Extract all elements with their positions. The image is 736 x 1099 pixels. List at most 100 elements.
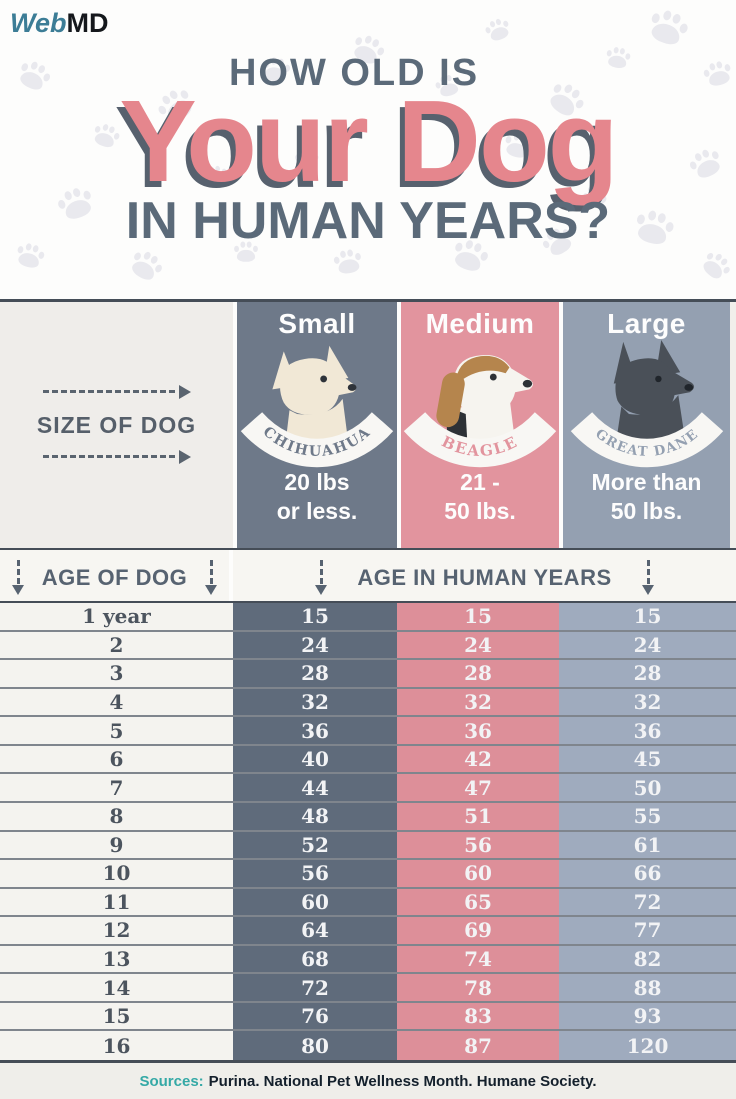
table-row: 2 24 24 24	[0, 631, 736, 661]
table-row: 9 52 56 61	[0, 831, 736, 861]
great-dane-illustration: GREAT DANE	[570, 340, 723, 468]
human-age-small-value: 28	[301, 661, 329, 686]
dog-age-cell: 12	[0, 917, 233, 944]
weight-line2: or less.	[276, 497, 358, 524]
dog-age-cell: 4	[0, 688, 233, 716]
human-age-small-cell: 64	[233, 917, 397, 944]
table-row: 1 year 15 15 15	[0, 603, 736, 632]
weight-line2: 50 lbs.	[444, 497, 516, 524]
dog-age-value: 5	[109, 718, 124, 743]
human-age-large-value: 50	[633, 775, 662, 800]
age-table-body: 1 year 15 15 15 2 24 24 24 3 28 28 28 4 …	[0, 603, 736, 1060]
human-age-large-value: 120	[626, 1033, 669, 1058]
human-age-small-value: 40	[301, 747, 329, 772]
sources-text: Purina. National Pet Wellness Month. Hum…	[208, 1072, 597, 1090]
human-age-medium-cell: 36	[397, 717, 559, 744]
human-age-small-cell: 28	[233, 660, 397, 687]
age-in-human-years-header: AGE IN HUMAN YEARS	[357, 564, 612, 590]
human-age-small-value: 60	[301, 889, 329, 914]
size-name-small: Small	[278, 308, 356, 339]
dog-age-value: 3	[109, 661, 124, 686]
human-age-small-value: 32	[301, 689, 329, 714]
size-name-large: Large	[607, 308, 686, 339]
human-age-medium-value: 56	[464, 832, 492, 857]
dashed-arrow-right-icon	[42, 384, 191, 400]
dog-age-value: 1 year	[82, 604, 151, 629]
human-age-medium-value: 51	[464, 804, 492, 829]
paw-print-decoration	[332, 247, 365, 277]
dog-age-cell: 5	[0, 717, 233, 744]
human-age-medium-cell: 15	[397, 603, 559, 630]
human-age-large-cell: 45	[559, 745, 736, 773]
human-age-small-value: 80	[301, 1033, 329, 1058]
dog-age-cell: 15	[0, 1002, 233, 1030]
dog-age-value: 10	[102, 861, 131, 886]
table-row: 8 48 51 55	[0, 802, 736, 832]
human-age-small-value: 56	[301, 861, 329, 886]
human-age-medium-cell: 51	[397, 802, 559, 830]
table-row: 10 56 60 66	[0, 860, 736, 889]
dog-age-value: 14	[102, 975, 131, 1000]
dog-age-value: 11	[102, 889, 131, 914]
table-row: 12 64 69 77	[0, 917, 736, 946]
table-header-band: AGE OF DOG AGE IN HUMAN YEARS	[0, 550, 736, 603]
title-kicker: HOW OLD IS	[228, 52, 480, 94]
human-age-medium-cell: 24	[397, 631, 559, 659]
human-age-large-value: 93	[633, 1004, 662, 1029]
dog-age-cell: 9	[0, 831, 233, 859]
human-age-large-cell: 61	[559, 831, 736, 859]
size-of-dog-band: SIZE OF DOG Small CHIHUAHUA	[0, 299, 736, 550]
dashed-arrow-down-icon	[641, 559, 654, 596]
size-column-medium: Medium BEAGLE 21 - 50 lbs.	[397, 302, 559, 548]
human-age-large-value: 88	[633, 975, 662, 1000]
dog-age-value: 8	[109, 804, 124, 829]
human-age-small-value: 36	[301, 718, 329, 743]
age-in-human-years-header-cell: AGE IN HUMAN YEARS	[233, 550, 736, 601]
human-age-large-cell: 32	[559, 688, 736, 716]
dog-age-value: 6	[109, 747, 124, 772]
human-age-large-cell: 93	[559, 1002, 736, 1030]
human-age-small-value: 44	[301, 775, 329, 800]
human-age-medium-value: 36	[464, 718, 492, 743]
webmd-logo-md: MD	[66, 8, 109, 38]
dashed-arrow-right-icon	[42, 449, 191, 465]
human-age-large-value: 77	[633, 918, 662, 943]
human-age-large-cell: 50	[559, 774, 736, 801]
human-age-medium-cell: 32	[397, 688, 559, 716]
human-age-large-cell: 55	[559, 802, 736, 830]
human-age-medium-cell: 78	[397, 974, 559, 1001]
human-age-large-value: 36	[633, 718, 662, 743]
dashed-arrow-down-icon	[12, 559, 24, 596]
human-age-large-value: 55	[633, 804, 662, 829]
webmd-logo-web: Web	[10, 8, 67, 38]
title-subtitle: IN HUMAN YEARS?	[125, 192, 611, 250]
human-age-large-value: 28	[633, 661, 662, 686]
human-age-small-value: 48	[301, 804, 329, 829]
dog-age-cell: 6	[0, 745, 233, 773]
human-age-medium-value: 42	[464, 747, 492, 772]
human-age-medium-value: 24	[464, 632, 492, 657]
table-row: 16 80 87 120	[0, 1031, 736, 1060]
dog-age-value: 13	[102, 947, 131, 972]
dog-age-value: 9	[109, 832, 124, 857]
age-of-dog-header-cell: AGE OF DOG	[0, 550, 233, 601]
sources-label: Sources:	[139, 1072, 204, 1090]
human-age-large-value: 72	[633, 889, 662, 914]
table-row: 11 60 65 72	[0, 888, 736, 918]
human-age-medium-value: 78	[464, 975, 492, 1000]
human-age-small-cell: 56	[233, 860, 397, 887]
size-column-large: Large GREAT DANE More than 50 lbs.	[559, 302, 730, 548]
human-age-large-value: 66	[633, 861, 662, 886]
human-age-large-value: 24	[633, 632, 662, 657]
human-age-small-value: 64	[301, 918, 329, 943]
sources-footer: Sources: Purina. National Pet Wellness M…	[0, 1060, 736, 1099]
human-age-small-value: 15	[301, 604, 329, 629]
size-column-small: Small CHIHUAHUA 20 lbs or less.	[233, 302, 397, 548]
human-age-small-cell: 80	[233, 1031, 397, 1060]
paw-print-background	[0, 0, 736, 299]
human-age-medium-value: 47	[464, 775, 492, 800]
human-age-large-value: 15	[633, 604, 662, 629]
table-row: 5 36 36 36	[0, 717, 736, 746]
size-of-dog-label: SIZE OF DOG	[36, 411, 197, 438]
